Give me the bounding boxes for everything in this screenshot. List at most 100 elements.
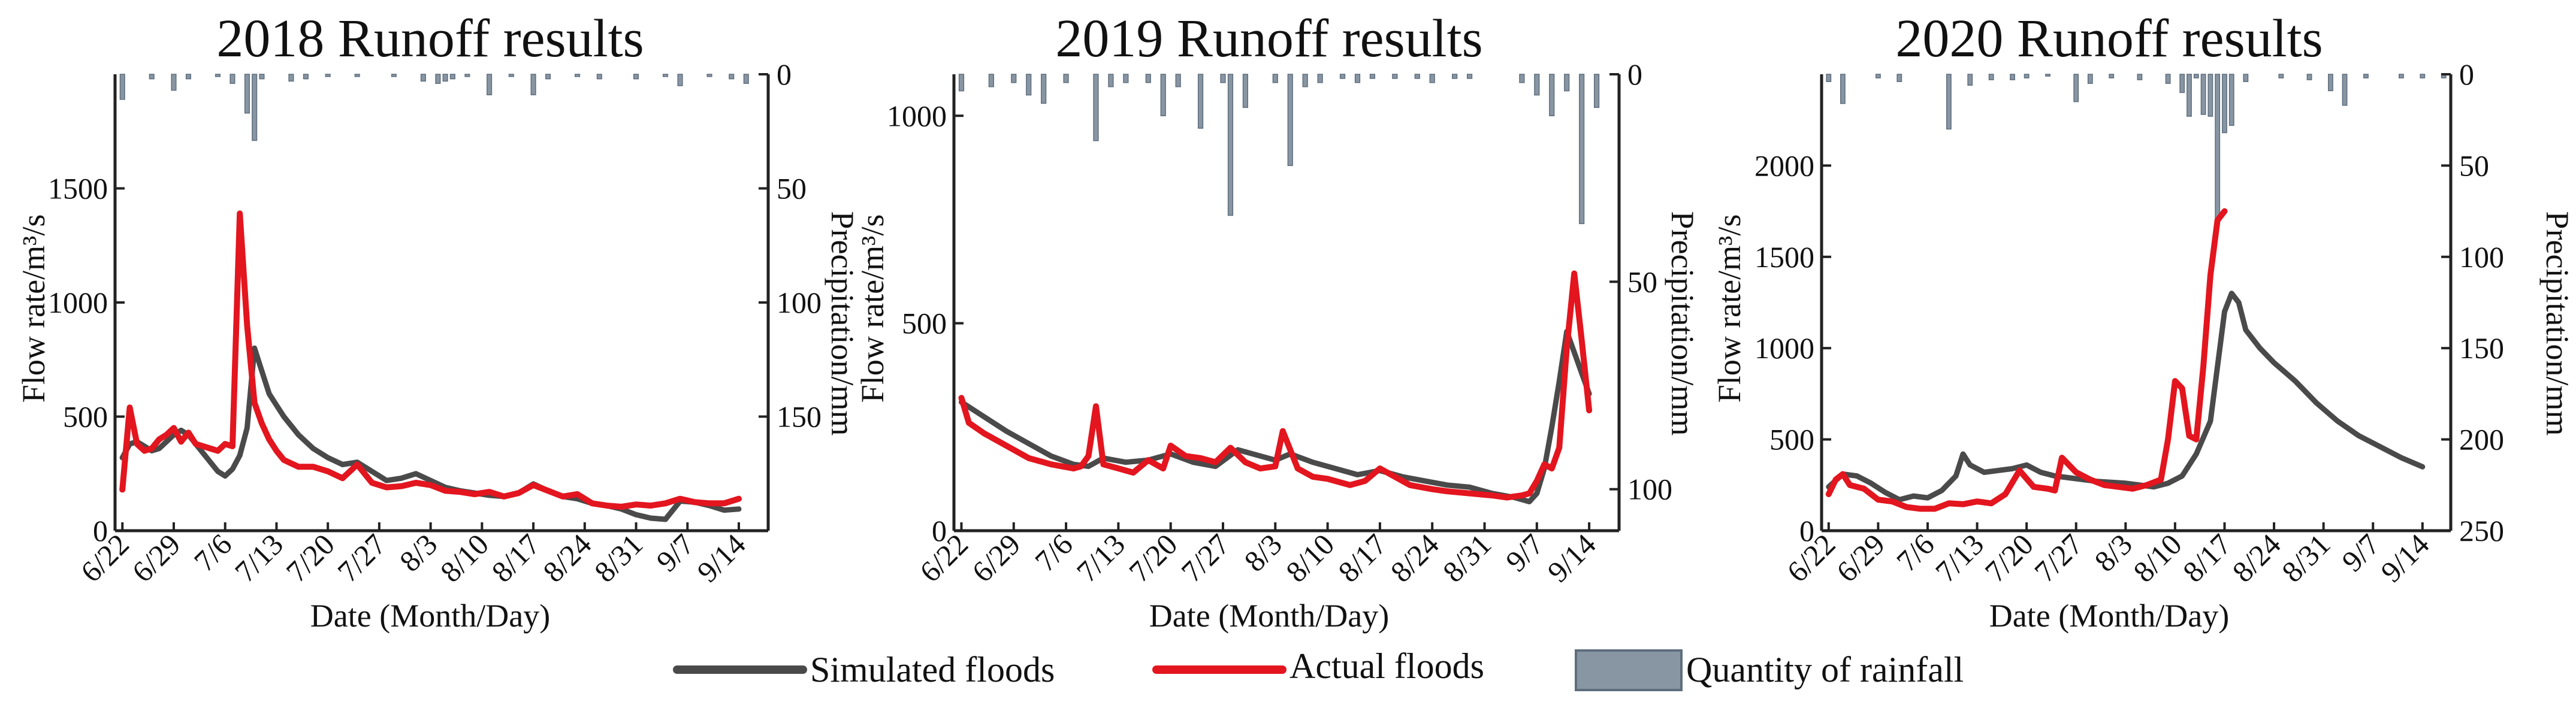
rainfall-bar bbox=[1593, 74, 1600, 108]
x-tick-label: 8/31 bbox=[588, 527, 649, 588]
x-tick-label: 7/20 bbox=[1122, 527, 1183, 588]
plot-2020: 05001000150020000501001502002506/226/297… bbox=[1754, 58, 2504, 589]
rainfall-bar bbox=[1896, 74, 1902, 82]
rainfall-bar bbox=[1227, 74, 1234, 216]
rainfall-bar bbox=[2228, 74, 2234, 126]
y-tick-label: 500 bbox=[1769, 423, 1814, 456]
y2-tick-label: 0 bbox=[777, 58, 792, 91]
x-tick-label: 6/29 bbox=[965, 527, 1026, 588]
y2-axis-label-2019: Precipitation/mm bbox=[1665, 211, 1701, 436]
rainfall-bar bbox=[1123, 74, 1129, 83]
rainfall-bar bbox=[2222, 74, 2227, 134]
y2-tick-label: 150 bbox=[777, 400, 822, 434]
rainfall-bar bbox=[1967, 74, 1973, 86]
x-tick-label: 7/27 bbox=[1174, 527, 1236, 588]
rainfall-bar bbox=[1392, 74, 1398, 79]
rainfall-bar bbox=[2045, 74, 2050, 77]
rainfall-bar bbox=[2087, 74, 2093, 84]
chart-title-2018: 2018 Runoff results bbox=[216, 9, 644, 68]
chart-title-2020: 2020 Runoff results bbox=[1895, 9, 2323, 68]
simulated-flow-line bbox=[119, 345, 742, 522]
rainfall-bar bbox=[2073, 74, 2079, 102]
x-tick-label: 9/7 bbox=[1499, 527, 1550, 578]
rainfall-bar bbox=[2420, 74, 2426, 78]
x-tick-label: 7/20 bbox=[279, 527, 340, 588]
rainfall-bar bbox=[1145, 74, 1151, 83]
x-tick-label: 8/3 bbox=[393, 527, 444, 578]
x-axis-label-2019: Date (Month/Day) bbox=[1149, 598, 1389, 634]
y2-tick-label: 50 bbox=[1627, 265, 1657, 298]
rainfall-bar bbox=[229, 74, 235, 84]
rainfall-bar bbox=[288, 74, 294, 82]
x-tick-label: 8/24 bbox=[1384, 527, 1445, 588]
rainfall-bar bbox=[2024, 74, 2030, 78]
rainfall-bar bbox=[2215, 74, 2221, 221]
y2-axis-label-2018: Precipitation/mm bbox=[825, 211, 860, 436]
chart-panel-2020: 2020 Runoff results Date (Month/Day) Flo… bbox=[1711, 9, 2575, 634]
rainfall-bar bbox=[391, 74, 397, 77]
rainfall-bar bbox=[2399, 74, 2404, 78]
rainfall-bar bbox=[1272, 74, 1278, 83]
rainfall-bar bbox=[1564, 74, 1570, 92]
x-tick-label: 6/22 bbox=[913, 527, 974, 588]
rainfall-bar bbox=[596, 74, 602, 80]
rainfall-bar bbox=[706, 74, 712, 77]
rainfall-bar bbox=[325, 74, 331, 77]
rainfall-bar bbox=[1302, 74, 1308, 87]
rainfall-bar bbox=[1063, 74, 1069, 83]
x-tick-label: 8/10 bbox=[434, 527, 495, 588]
y-tick-label: 1000 bbox=[48, 286, 108, 319]
rainfall-bar bbox=[1466, 74, 1473, 79]
y-tick-label: 500 bbox=[902, 307, 947, 340]
rainfall-bar bbox=[2328, 74, 2333, 92]
rainfall-bar bbox=[2363, 74, 2369, 78]
rainfall-bar bbox=[2179, 74, 2185, 93]
rainfall-bar bbox=[149, 74, 155, 80]
x-tick-label: 9/14 bbox=[2374, 527, 2435, 588]
rainfall-bar bbox=[119, 74, 125, 100]
rainfall-bar bbox=[1875, 74, 1881, 78]
rainfall-bar bbox=[185, 74, 192, 80]
rainfall-bar bbox=[1354, 74, 1361, 83]
rainfall-bar bbox=[1160, 74, 1166, 117]
rainfall-bar bbox=[1549, 74, 1555, 117]
rainfall-bar bbox=[1242, 74, 1249, 108]
x-tick-label: 7/6 bbox=[1028, 527, 1079, 578]
rainfall-bar bbox=[508, 74, 514, 77]
x-tick-label: 6/22 bbox=[1780, 527, 1841, 588]
rainfall-bar bbox=[2193, 74, 2199, 78]
y-tick-label: 0 bbox=[1799, 514, 1814, 547]
x-tick-label: 9/14 bbox=[1541, 527, 1602, 588]
rainfall-bar bbox=[2342, 74, 2348, 106]
rainfall-bar bbox=[2187, 74, 2192, 117]
x-tick-label: 7/6 bbox=[188, 527, 238, 578]
x-tick-label: 7/20 bbox=[1978, 527, 2039, 588]
rainfall-bar bbox=[2010, 74, 2015, 80]
y2-tick-label: 100 bbox=[2459, 240, 2504, 274]
chart-panel-2019: 2019 Runoff results Date (Month/Day) Flo… bbox=[854, 9, 1701, 634]
y2-axis-label-2020: Precipitation/mm bbox=[2539, 211, 2575, 436]
y2-tick-label: 250 bbox=[2459, 514, 2504, 547]
x-tick-label: 8/3 bbox=[2088, 527, 2139, 578]
rainfall-bar bbox=[252, 74, 258, 141]
rainfall-bar bbox=[1988, 74, 1994, 80]
rainfall-bar bbox=[1429, 74, 1435, 83]
simulated-flow-line bbox=[1826, 291, 2426, 503]
rainfall-bar bbox=[575, 74, 581, 77]
rainfall-bar bbox=[435, 74, 441, 84]
rainfall-bar bbox=[303, 74, 309, 80]
rainfall-bar bbox=[1317, 74, 1323, 83]
x-tick-label: 6/29 bbox=[1830, 527, 1891, 588]
x-tick-label: 7/13 bbox=[1929, 527, 1990, 588]
x-tick-label: 8/24 bbox=[2225, 527, 2287, 588]
rainfall-bar bbox=[729, 74, 735, 80]
x-tick-label: 8/31 bbox=[1436, 527, 1497, 588]
y2-tick-label: 0 bbox=[2459, 58, 2474, 91]
x-tick-label: 8/31 bbox=[2275, 527, 2336, 588]
x-tick-label: 8/10 bbox=[2127, 527, 2188, 588]
rainfall-bar bbox=[1197, 74, 1204, 129]
rainfall-bar bbox=[633, 74, 639, 80]
y-tick-label: 1000 bbox=[887, 99, 947, 132]
